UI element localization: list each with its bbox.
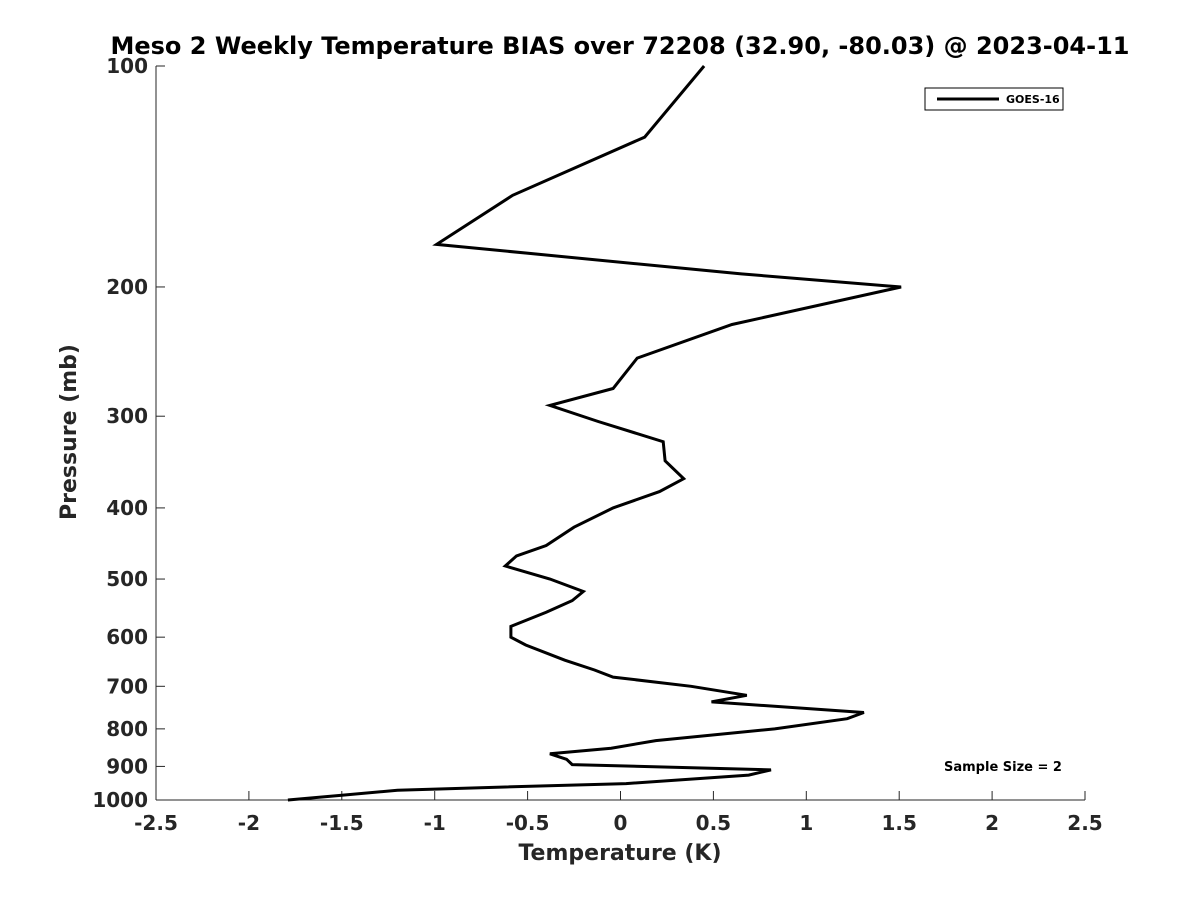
x-tick-label: 2: [985, 811, 999, 835]
chart-title: Meso 2 Weekly Temperature BIAS over 7220…: [110, 32, 1129, 60]
y-tick-label: 200: [106, 275, 148, 299]
x-tick-label: -1: [424, 811, 446, 835]
y-tick-label: 900: [106, 754, 148, 778]
legend: GOES-16: [924, 87, 1064, 111]
y-tick-label: 1000: [92, 788, 148, 812]
tick-marks: -2.5 -2 -1.5 -1 -0.5 0 0.5 1 1.5 2 2.5 100 200 300 400…: [92, 54, 1102, 835]
x-tick-label: 2.5: [1067, 811, 1102, 835]
y-tick-label: 300: [106, 404, 148, 428]
series-layer: [287, 65, 902, 802]
sample-size-annotation: Sample Size = 2: [944, 760, 1062, 775]
y-tick-label: 700: [106, 674, 148, 698]
x-tick-label: 1.5: [881, 811, 916, 835]
x-tick-label: -2: [238, 811, 260, 835]
series-line-goes-16: [287, 65, 902, 802]
y-tick-label: 400: [106, 496, 148, 520]
legend-label-goes-16: GOES-16: [1006, 93, 1060, 106]
x-tick-label: 1: [799, 811, 813, 835]
y-tick-label: 500: [106, 567, 148, 591]
x-axis-label: Temperature (K): [518, 841, 721, 866]
y-tick-label: 800: [106, 717, 148, 741]
y-tick-label: 100: [106, 54, 148, 78]
x-tick-label: 0.5: [696, 811, 731, 835]
y-axis-label: Pressure (mb): [57, 344, 82, 520]
y-tick-label: 600: [106, 625, 148, 649]
x-tick-label: -1.5: [320, 811, 364, 835]
x-tick-label: -0.5: [506, 811, 550, 835]
x-tick-label: 0: [614, 811, 628, 835]
x-tick-label: -2.5: [134, 811, 178, 835]
